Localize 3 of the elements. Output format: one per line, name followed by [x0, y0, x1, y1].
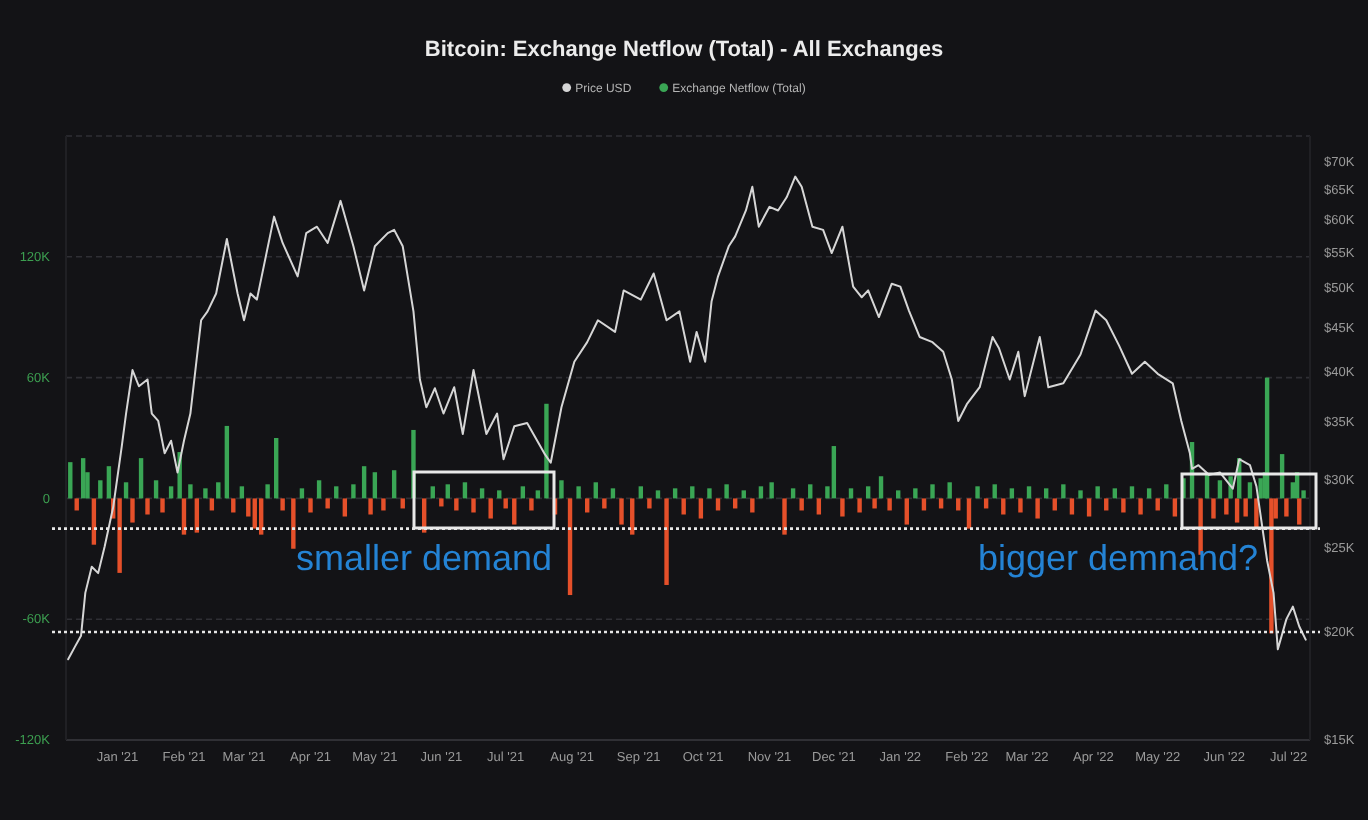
annotation: smaller demand: [295, 537, 553, 578]
chart-title: Bitcoin: Exchange Netflow (Total) - All Exchanges: [424, 38, 944, 62]
annotation: bigger demnand?: [977, 537, 1259, 578]
